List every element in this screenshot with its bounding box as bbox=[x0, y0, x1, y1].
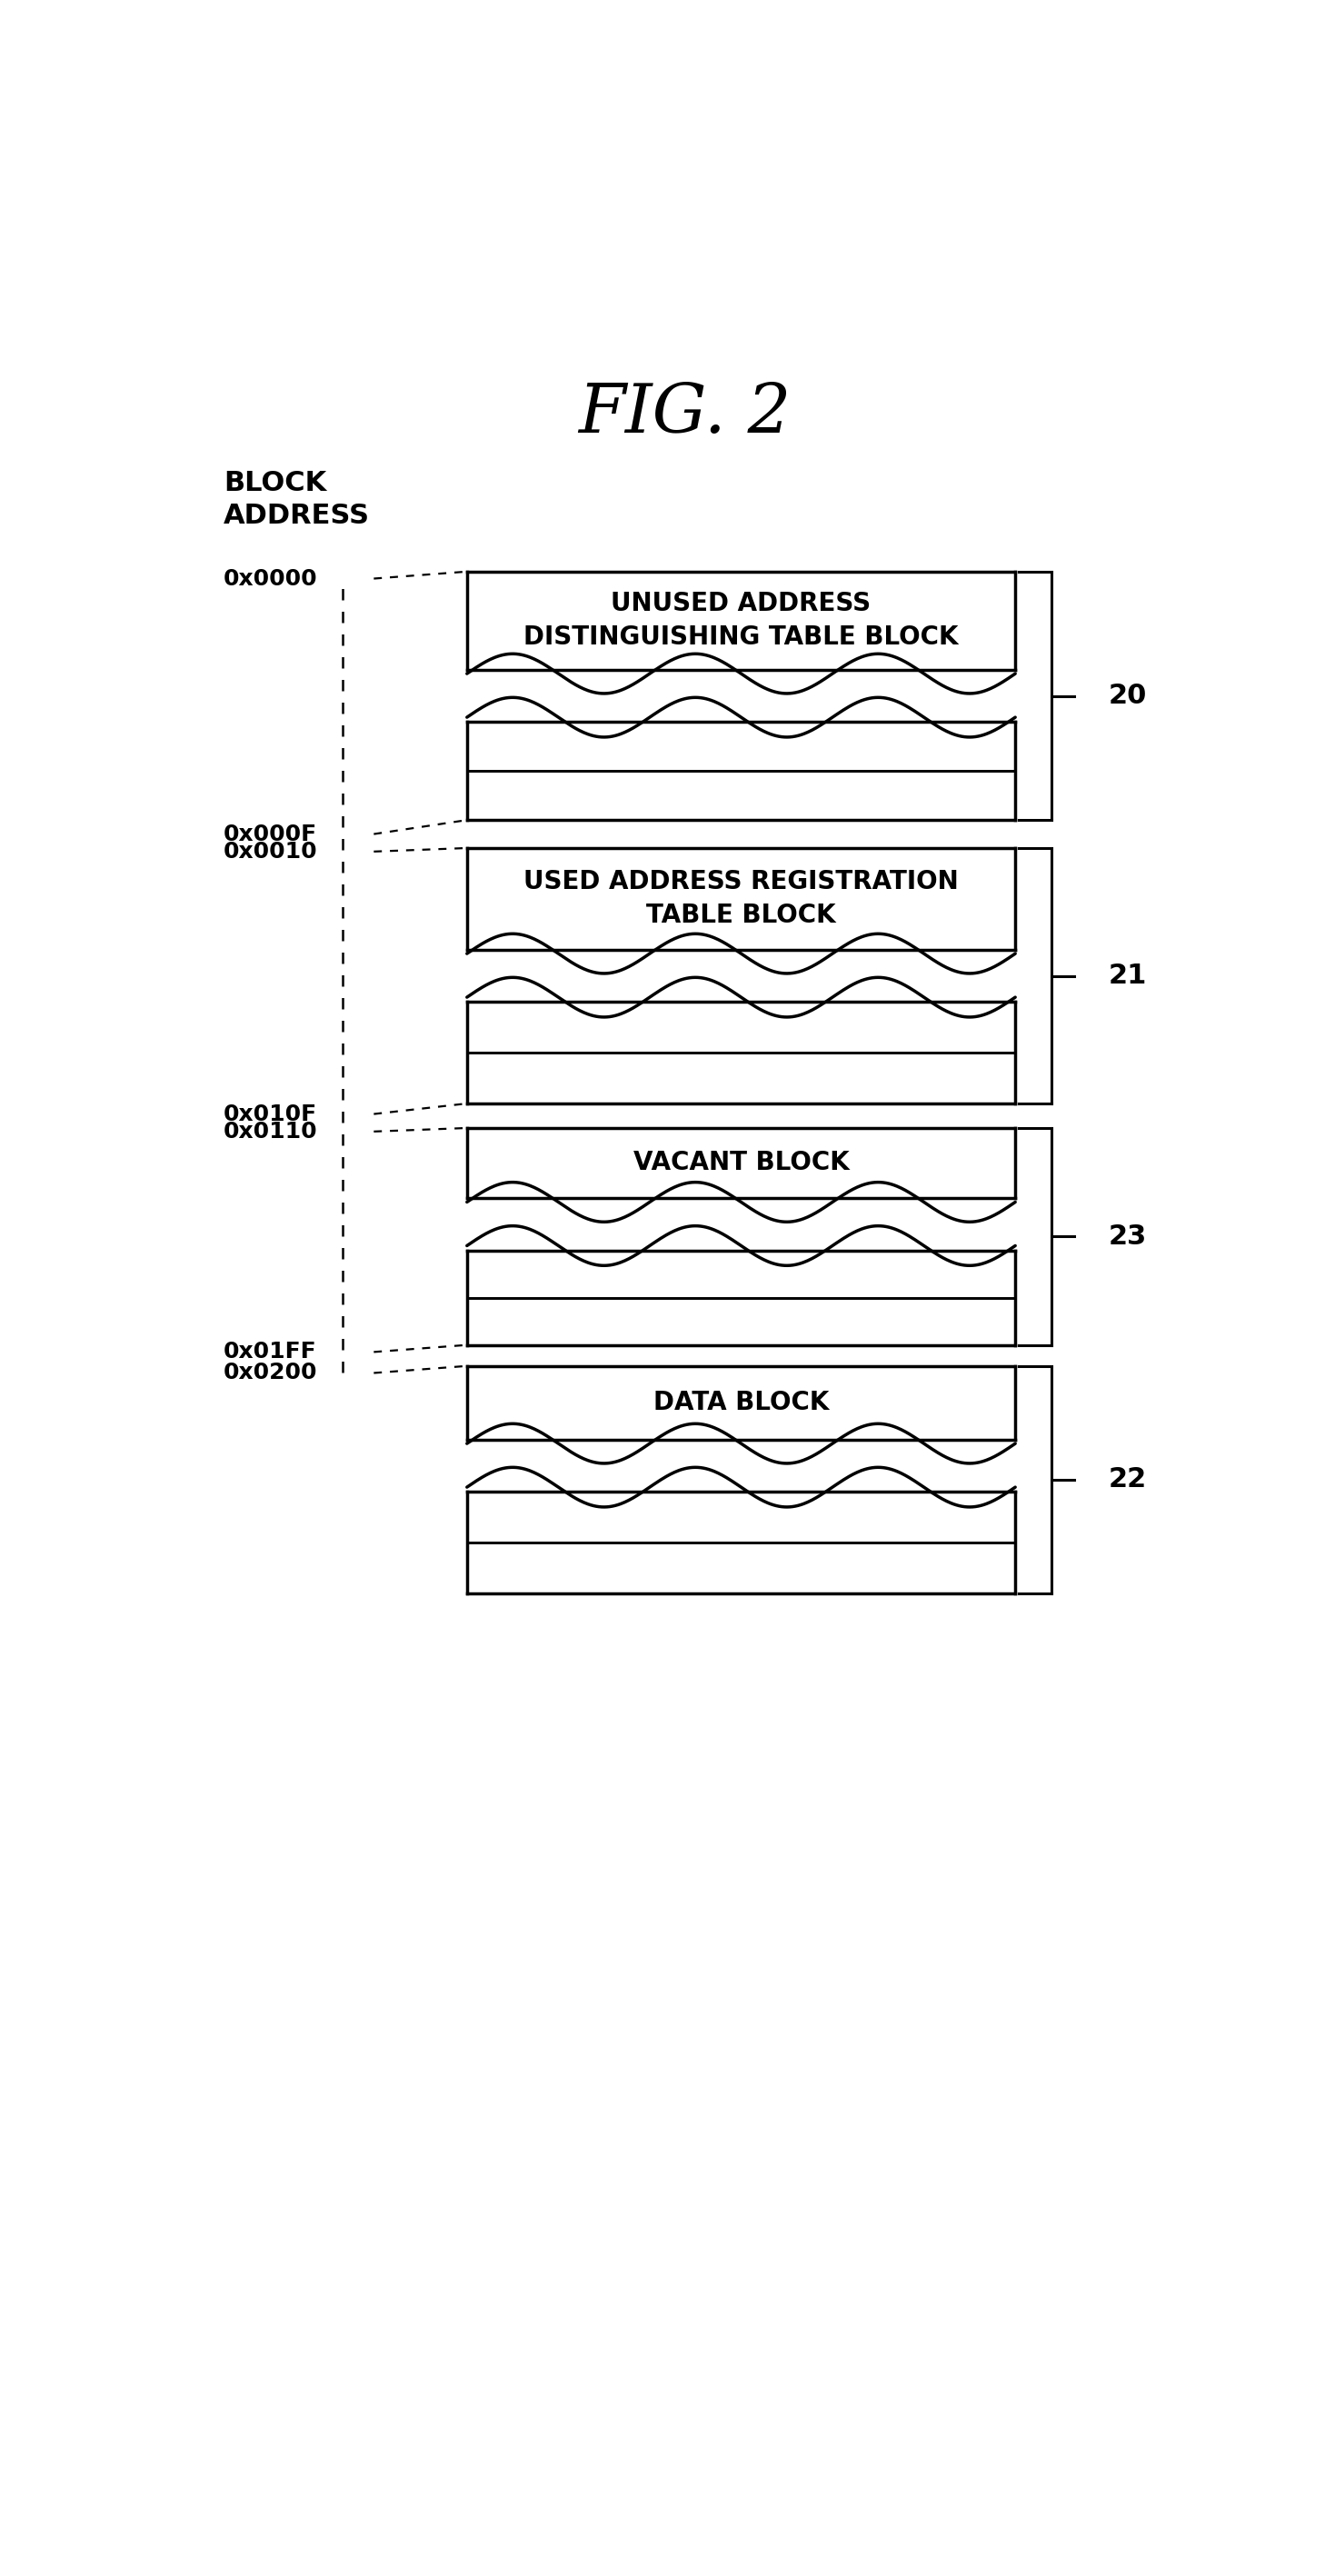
Text: FIG. 2: FIG. 2 bbox=[578, 381, 790, 448]
Text: 0x000F: 0x000F bbox=[224, 824, 318, 845]
Text: VACANT BLOCK: VACANT BLOCK bbox=[633, 1151, 849, 1175]
Text: 0x01FF: 0x01FF bbox=[224, 1342, 316, 1363]
Text: DATA BLOCK: DATA BLOCK bbox=[653, 1391, 829, 1414]
Text: 20: 20 bbox=[1108, 683, 1147, 708]
Text: USED ADDRESS REGISTRATION
TABLE BLOCK: USED ADDRESS REGISTRATION TABLE BLOCK bbox=[523, 868, 959, 927]
Text: 23: 23 bbox=[1108, 1224, 1147, 1249]
Text: 21: 21 bbox=[1108, 963, 1147, 989]
Text: 0x010F: 0x010F bbox=[224, 1103, 318, 1126]
Text: UNUSED ADDRESS
DISTINGUISHING TABLE BLOCK: UNUSED ADDRESS DISTINGUISHING TABLE BLOC… bbox=[523, 590, 959, 649]
Text: 22: 22 bbox=[1108, 1466, 1147, 1494]
Text: 0x0000: 0x0000 bbox=[224, 567, 318, 590]
Text: 0x0200: 0x0200 bbox=[224, 1363, 318, 1383]
Text: BLOCK
ADDRESS: BLOCK ADDRESS bbox=[224, 469, 370, 528]
Text: 0x0110: 0x0110 bbox=[224, 1121, 318, 1141]
Text: 0x0010: 0x0010 bbox=[224, 840, 318, 863]
